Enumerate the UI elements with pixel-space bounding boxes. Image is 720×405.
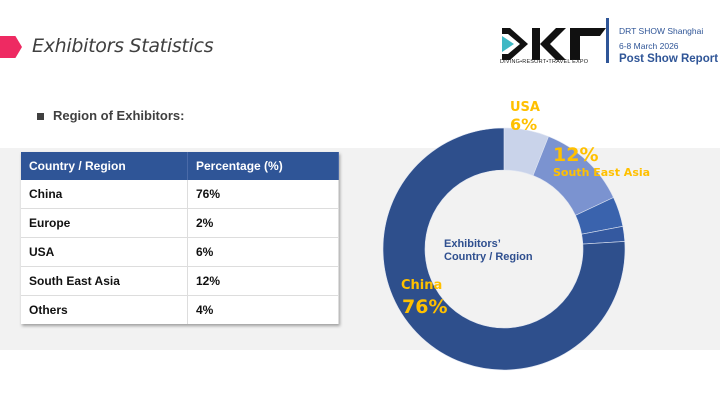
data-label-value: 6% — [510, 115, 537, 134]
data-label-value: 76% — [402, 296, 447, 318]
drt-logo — [502, 28, 606, 60]
report-title: Post Show Report — [619, 53, 719, 65]
table-header-row: Country / Region Percentage (%) — [21, 152, 339, 180]
center-label: Country / Region — [444, 251, 533, 263]
percentage-cell: 2% — [187, 208, 339, 238]
table-row: USA 6% — [21, 237, 339, 267]
section-title: Region of Exhibitors: — [53, 108, 185, 123]
event-dates: 6-8 March 2026 — [619, 41, 679, 51]
data-label-category: South East Asia — [553, 166, 650, 179]
table-row: Others 4% — [21, 295, 339, 324]
logo-tagline: DIVING•RESORT•TRAVEL EXPO — [500, 59, 589, 65]
column-header: Percentage (%) — [187, 152, 339, 180]
table-row: South East Asia 12% — [21, 266, 339, 296]
divider — [606, 18, 609, 63]
data-label-value: 12% — [553, 144, 598, 166]
data-label-category: China — [401, 278, 442, 293]
percentage-cell: 76% — [187, 180, 339, 209]
region-cell: USA — [21, 237, 188, 267]
percentage-cell: 4% — [187, 295, 339, 324]
event-name: DRT SHOW Shanghai — [619, 26, 704, 36]
region-cell: South East Asia — [21, 266, 188, 296]
table-row: Europe 2% — [21, 208, 339, 238]
donut-slice-china — [382, 127, 626, 371]
table-row: China 76% — [21, 180, 339, 209]
region-cell: Europe — [21, 208, 188, 238]
region-table: Country / Region Percentage (%) China 76%… — [21, 152, 339, 324]
bullet-icon — [37, 113, 44, 120]
center-label: Exhibitors’ — [444, 238, 501, 250]
title-marker — [0, 36, 22, 58]
percentage-cell: 6% — [187, 237, 339, 267]
data-label-category: USA — [510, 100, 540, 115]
region-cell: Others — [21, 295, 188, 324]
page-title: Exhibitors Statistics — [32, 35, 214, 57]
region-cell: China — [21, 180, 188, 209]
percentage-cell: 12% — [187, 266, 339, 296]
column-header: Country / Region — [21, 152, 188, 180]
